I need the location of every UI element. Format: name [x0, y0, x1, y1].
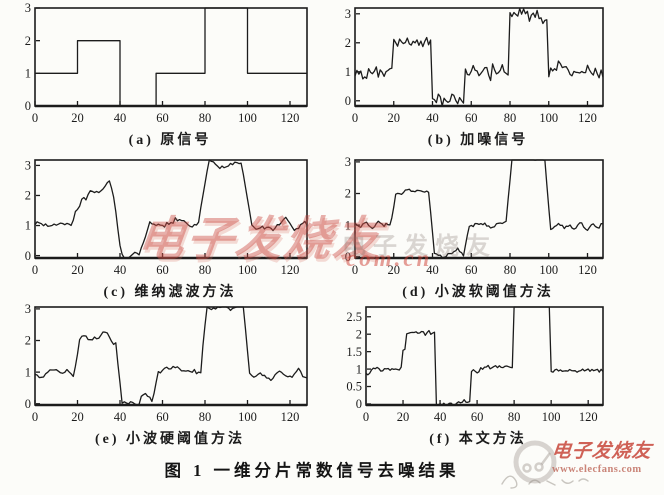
y-tick-label: 0.5 [346, 380, 362, 394]
x-tick-label: 0 [363, 410, 369, 424]
y-tick-label: 0 [356, 397, 362, 411]
axis-box [34, 306, 308, 406]
x-tick-label: 20 [71, 111, 84, 125]
subplot-caption-e: (e) 小波硬阈值方法 [94, 432, 246, 447]
x-tick-label: 40 [114, 111, 127, 125]
subplot-a-original-signal: 0 1 2 3 0 20 40 60 80 100 120 (a) 原信号 [12, 2, 314, 149]
y-tick-label: 0 [25, 249, 31, 263]
y-tick-label: 0 [345, 250, 351, 264]
x-tick-label: 60 [156, 111, 169, 125]
figure-caption: 图 1 一维分片常数信号去噪结果 [164, 461, 460, 480]
y-tick-label: 1 [356, 362, 362, 376]
axis-box [34, 7, 308, 107]
axis-box [34, 159, 308, 259]
y-tick-label: 2 [25, 334, 31, 348]
x-tick-label: 80 [199, 111, 212, 125]
x-tick-label: 20 [71, 263, 84, 277]
x-tick-label: 100 [238, 410, 257, 424]
y-tick-label: 1 [25, 67, 31, 81]
x-tick-label: 80 [508, 410, 521, 424]
x-tick-label: 20 [388, 111, 401, 125]
subplot-d-soft-threshold: 0 1 2 3 0 20 40 60 80 100 120 (d) 小波软阈值方法 [332, 154, 610, 301]
y-tick-label: 1 [345, 65, 351, 79]
subplot-b-noisy-signal: 0 1 2 3 0 20 40 60 80 100 120 (b) 加噪信号 [332, 2, 610, 149]
y-tick-label: 3 [25, 302, 31, 316]
x-tick-label: 120 [281, 111, 300, 125]
y-tick-label: 1 [25, 365, 31, 379]
x-tick-label: 0 [352, 111, 358, 125]
subplot-caption-d: (d) 小波软阈值方法 [402, 285, 554, 300]
x-tick-label: 100 [542, 410, 561, 424]
y-tick-label: 2 [25, 34, 31, 48]
y-tick-label: 3 [25, 2, 31, 15]
plot-canvas-a: 0 1 2 3 0 20 40 60 80 100 120 [25, 2, 308, 125]
subplot-caption-c: (c) 维纳滤波方法 [103, 285, 237, 300]
axis-box [354, 159, 604, 259]
x-tick-label: 120 [579, 410, 598, 424]
y-tick-label: 2.5 [346, 310, 362, 324]
axis-box [365, 306, 604, 406]
x-tick-label: 100 [539, 111, 558, 125]
x-tick-label: 40 [426, 263, 439, 277]
x-tick-label: 100 [238, 111, 257, 125]
x-tick-label: 60 [465, 263, 478, 277]
subplot-caption-f: (f) 本文方法 [429, 432, 527, 447]
y-tick-label: 2 [356, 327, 362, 341]
signal-line [354, 7, 604, 107]
x-tick-label: 120 [578, 111, 597, 125]
x-tick-label: 120 [281, 410, 300, 424]
subplot-caption-b: (b) 加噪信号 [427, 133, 529, 148]
x-tick-label: 0 [32, 263, 38, 277]
plot-canvas-e: 0 1 2 3 0 20 40 60 80 100 120 [25, 302, 308, 424]
signal-line [34, 306, 308, 406]
signal-line [35, 7, 307, 107]
y-tick-label: 2 [345, 187, 351, 201]
y-tick-label: 0 [345, 94, 351, 108]
x-tick-label: 80 [199, 263, 212, 277]
plot-canvas-d: 0 1 2 3 0 20 40 60 80 100 120 [345, 155, 604, 277]
signal-line [34, 159, 308, 259]
x-tick-label: 0 [32, 111, 38, 125]
x-tick-label: 80 [504, 111, 517, 125]
y-tick-label: 1 [25, 219, 31, 233]
x-tick-label: 0 [32, 410, 38, 424]
y-tick-label: 2 [25, 189, 31, 203]
x-tick-label: 80 [199, 410, 212, 424]
x-tick-label: 120 [578, 263, 597, 277]
x-tick-label: 100 [539, 263, 558, 277]
subplot-f-proposed-method: 0 0.5 1 1.5 2 2.5 0 20 40 60 80 100 120 (f) 本文方法 [332, 301, 610, 448]
x-tick-label: 40 [434, 410, 447, 424]
y-tick-label: 3 [345, 7, 351, 21]
x-tick-label: 20 [388, 263, 401, 277]
x-tick-label: 20 [71, 410, 84, 424]
x-tick-label: 120 [281, 263, 300, 277]
x-tick-label: 40 [426, 111, 439, 125]
signal-line [354, 159, 604, 259]
y-tick-label: 3 [345, 155, 351, 169]
x-tick-label: 100 [238, 263, 257, 277]
subplot-e-hard-threshold: 0 1 2 3 0 20 40 60 80 100 120 (e) 小波硬阈值方法 [12, 301, 314, 448]
x-tick-label: 60 [471, 410, 484, 424]
x-tick-label: 0 [352, 263, 358, 277]
plot-canvas-c: 0 1 2 3 0 20 40 60 80 100 120 [25, 159, 308, 277]
plot-canvas-b: 0 1 2 3 0 20 40 60 80 100 120 [345, 7, 604, 125]
plot-canvas-f: 0 0.5 1 1.5 2 2.5 0 20 40 60 80 100 120 [346, 306, 604, 424]
x-tick-label: 60 [156, 263, 169, 277]
x-tick-label: 40 [114, 410, 127, 424]
x-tick-label: 60 [156, 410, 169, 424]
signal-line [365, 306, 604, 406]
y-tick-label: 1.5 [346, 345, 362, 359]
y-tick-label: 1 [345, 218, 351, 232]
x-tick-label: 60 [465, 111, 478, 125]
x-tick-label: 80 [504, 263, 517, 277]
y-tick-label: 2 [345, 36, 351, 50]
y-tick-label: 0 [25, 99, 31, 113]
subplot-c-wiener-filter: 0 1 2 3 0 20 40 60 80 100 120 (c) 维纳滤波方法 [12, 154, 314, 301]
y-tick-label: 3 [25, 159, 31, 173]
x-tick-label: 20 [397, 410, 410, 424]
x-tick-label: 40 [114, 263, 127, 277]
subplot-caption-a: (a) 原信号 [128, 133, 212, 148]
y-tick-label: 0 [25, 397, 31, 411]
